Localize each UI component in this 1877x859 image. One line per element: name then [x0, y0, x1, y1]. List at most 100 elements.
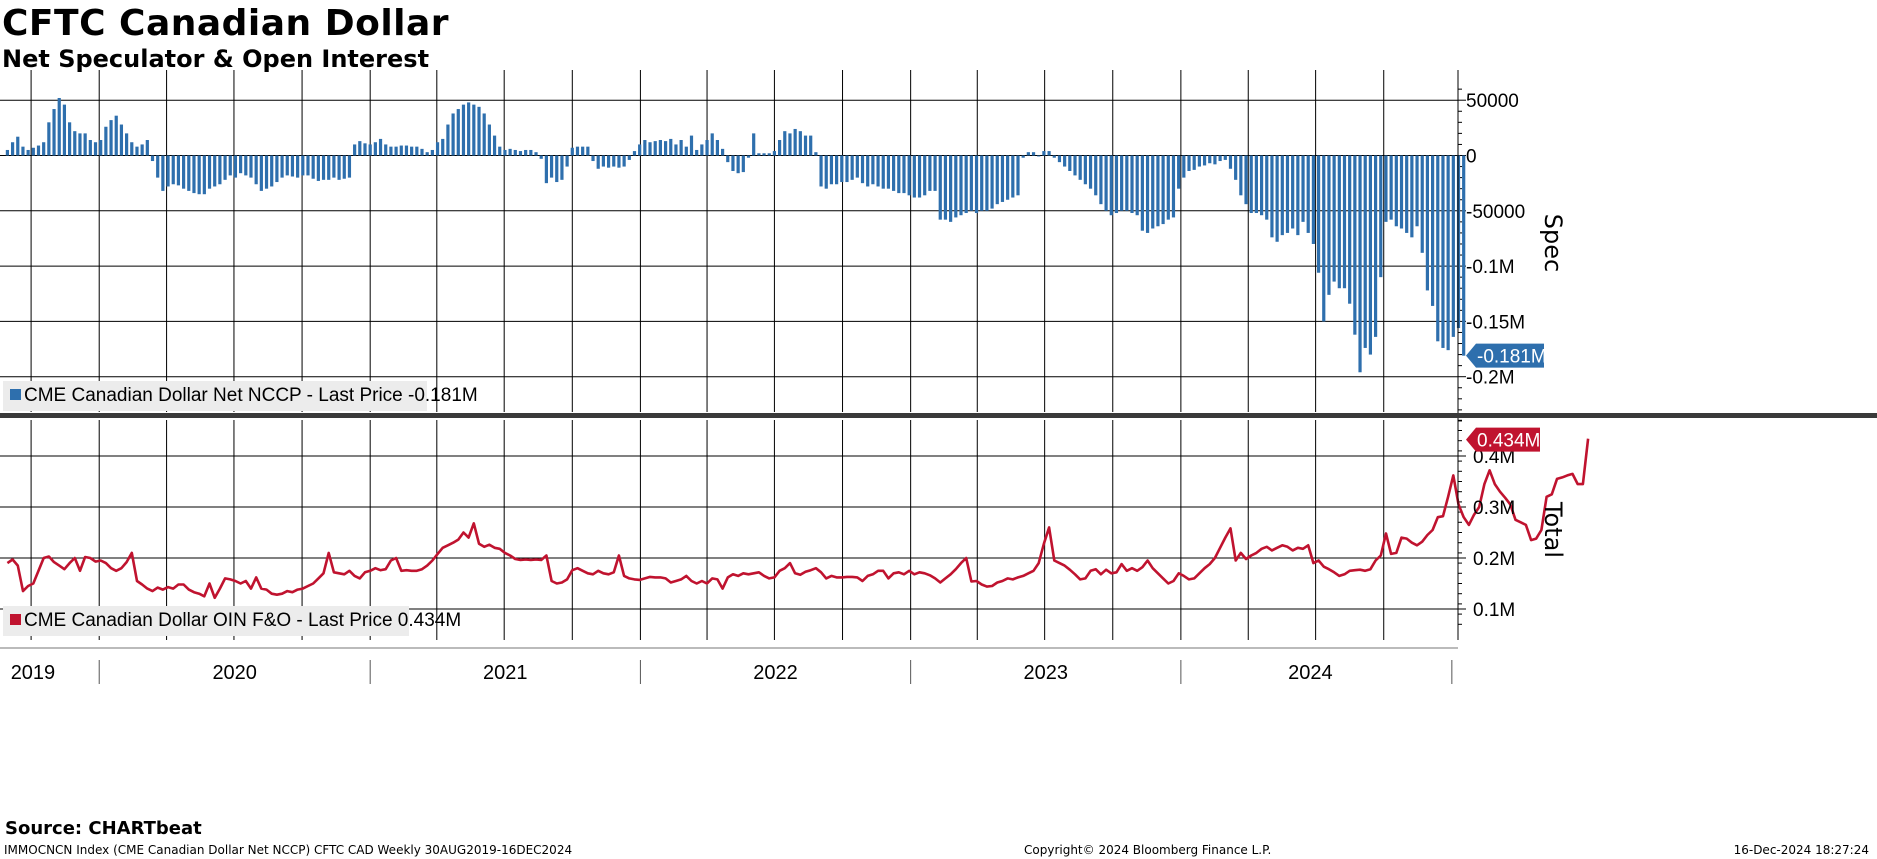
spec-bar — [529, 149, 533, 156]
spec-bar — [353, 144, 357, 156]
spec-bar — [710, 133, 714, 156]
spec-bar — [161, 155, 165, 191]
spec-bar — [1000, 155, 1005, 202]
spec-flag-shape — [1466, 343, 1544, 368]
total-flag-label: 0.434M — [1477, 431, 1540, 452]
spec-bar — [917, 155, 922, 198]
spec-bar — [777, 140, 782, 156]
spec-bar — [1405, 155, 1409, 233]
footer-timestamp: 16-Dec-2024 18:27:24 — [1733, 843, 1869, 857]
spec-bar — [1425, 155, 1430, 291]
spec-bar — [959, 155, 963, 216]
spec-bar — [218, 155, 222, 185]
x-year-label: 2020 — [212, 662, 257, 684]
footer-copyright: Copyright© 2024 Bloomberg Finance L.P. — [1024, 843, 1272, 857]
spec-bar — [1316, 155, 1321, 273]
spec-bar — [228, 155, 232, 176]
spec-bar — [1068, 155, 1072, 171]
spec-bar — [824, 155, 828, 189]
spec-bar — [202, 155, 206, 195]
spec-bar — [695, 149, 699, 156]
spec-bar — [182, 155, 186, 189]
spec-bar — [949, 155, 953, 222]
spec-bar — [902, 155, 906, 194]
spec-bar — [1456, 155, 1461, 329]
spec-bar — [472, 104, 476, 156]
spec-bar — [187, 155, 191, 191]
spec-bar — [456, 109, 460, 156]
x-year-label: 2023 — [1024, 662, 1069, 684]
spec-bar — [809, 135, 813, 156]
spec-bar — [591, 155, 595, 162]
spec-bar — [663, 141, 668, 156]
spec-bar — [793, 128, 797, 156]
spec-ytick-label: -0.2M — [1466, 368, 1515, 389]
spec-bar — [1332, 155, 1336, 282]
spec-bar — [332, 155, 336, 178]
spec-bar — [524, 149, 528, 156]
spec-bar — [938, 155, 942, 220]
spec-bar — [280, 155, 284, 178]
spec-bar — [1125, 155, 1129, 211]
spec-bar — [1462, 155, 1466, 356]
spec-bar — [767, 153, 771, 156]
spec-bar — [1280, 155, 1284, 236]
total-ytick-label: 0.3M — [1473, 498, 1515, 519]
spec-bar — [156, 155, 160, 178]
spec-bar — [1322, 155, 1326, 322]
spec-bar — [67, 122, 72, 156]
spec-flag-label: -0.181M — [1477, 347, 1547, 368]
spec-bar — [969, 155, 973, 211]
spec-bar — [52, 109, 56, 156]
spec-bar — [73, 131, 77, 156]
spec-bar — [176, 155, 181, 186]
spec-bar — [549, 155, 554, 178]
spec-bar — [1213, 155, 1217, 165]
spec-bar — [1099, 155, 1103, 205]
spec-bar — [1228, 155, 1233, 169]
spec-bar — [1234, 155, 1238, 180]
spec-bar — [990, 155, 994, 209]
spec-bar — [1130, 155, 1134, 214]
spec-bar — [632, 151, 637, 156]
panel-frame — [0, 70, 1877, 684]
spec-bar — [446, 124, 450, 156]
total-axis-title: Total — [1539, 501, 1567, 558]
spec-bar — [513, 149, 517, 156]
spec-bar — [819, 155, 823, 187]
spec-bar — [249, 155, 253, 178]
spec-bar — [135, 146, 139, 156]
spec-bar — [1218, 155, 1222, 162]
spec-ytick-label: -0.1M — [1466, 257, 1515, 278]
spec-bar — [88, 140, 92, 156]
spec-bar — [1202, 155, 1207, 166]
spec-bar — [192, 155, 196, 194]
spec-bar — [674, 144, 678, 156]
spec-bar — [1109, 155, 1113, 216]
spec-bar — [1145, 155, 1150, 233]
spec-ytick-label: 50000 — [1466, 91, 1519, 112]
spec-bar — [435, 142, 440, 156]
spec-bar — [223, 155, 227, 180]
spec-bar — [104, 126, 108, 156]
spec-bar — [835, 155, 839, 185]
spec-bar — [539, 155, 543, 159]
spec-bar — [772, 151, 777, 156]
spec-bar — [31, 147, 35, 156]
spec-bar — [669, 138, 673, 156]
spec-bar — [145, 140, 149, 156]
spec-bar — [1399, 155, 1404, 229]
spec-bar — [1120, 155, 1124, 211]
spec-bar — [36, 145, 41, 156]
spec-bar — [1254, 155, 1258, 214]
spec-bar — [1420, 155, 1424, 253]
spec-bar — [254, 155, 258, 185]
spec-bar — [1026, 152, 1030, 156]
spec-bar — [207, 155, 212, 189]
spec-bar — [897, 155, 901, 194]
spec-bar — [1104, 155, 1108, 211]
spec-bar — [627, 155, 631, 160]
total-ytick-label: 0.4M — [1473, 447, 1515, 468]
spec-bar — [487, 124, 491, 156]
